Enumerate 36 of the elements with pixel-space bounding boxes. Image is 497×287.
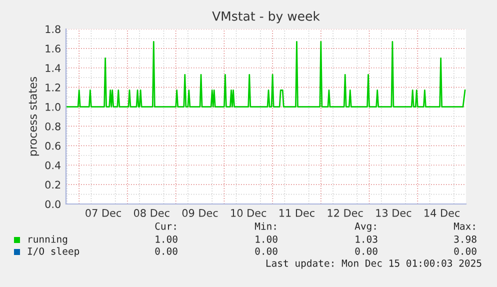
x-tick-label: 11 Dec — [280, 209, 314, 217]
x-tick-label: 08 Dec — [134, 209, 170, 217]
x-tick-label: 07 Dec — [86, 209, 121, 217]
y-axis-title: process states — [28, 76, 40, 156]
y-tick-label: 0.6 — [45, 142, 60, 150]
legend-label: running — [28, 235, 68, 245]
y-tick-label: 1.2 — [46, 84, 60, 92]
x-tick-label: 14 Dec — [424, 209, 460, 217]
text: 1.00 — [156, 235, 178, 243]
y-tick-label: 0.0 — [45, 200, 60, 208]
y-tick-label: 1.8 — [46, 25, 60, 34]
x-tick-label: 13 Dec — [376, 209, 412, 217]
chart-title: VMstat - by week — [212, 11, 320, 24]
text: 3.98 — [454, 235, 476, 243]
x-tick-label: 10 Dec — [231, 209, 266, 217]
x-tick-label: 12 Dec — [328, 209, 363, 217]
text: 0.00 — [355, 247, 378, 255]
text: Cur: — [155, 222, 176, 230]
text: 1.03 — [356, 235, 378, 243]
text: Last update: Mon Dec 15 01:00:03 2025 — [266, 259, 482, 269]
text: 0.00 — [155, 247, 178, 255]
y-tick-label: 1.0 — [46, 103, 60, 111]
text: 1.00 — [256, 235, 278, 243]
text: 0.00 — [454, 247, 476, 255]
text: Avg: — [354, 222, 376, 232]
y-tick-label: 0.8 — [45, 122, 60, 130]
y-tick-label: 1.4 — [46, 64, 61, 72]
text: Max: — [454, 222, 475, 230]
y-tick-label: 0.4 — [45, 161, 61, 170]
legend-label: I/O sleep — [28, 247, 80, 257]
line-series — [66, 40, 466, 108]
y-tick-label: 1.6 — [46, 44, 60, 53]
text: Min: — [254, 222, 276, 230]
x-tick-label: 09 Dec — [182, 209, 218, 217]
text: 0.00 — [255, 247, 278, 255]
y-tick-label: 0.2 — [45, 180, 60, 189]
